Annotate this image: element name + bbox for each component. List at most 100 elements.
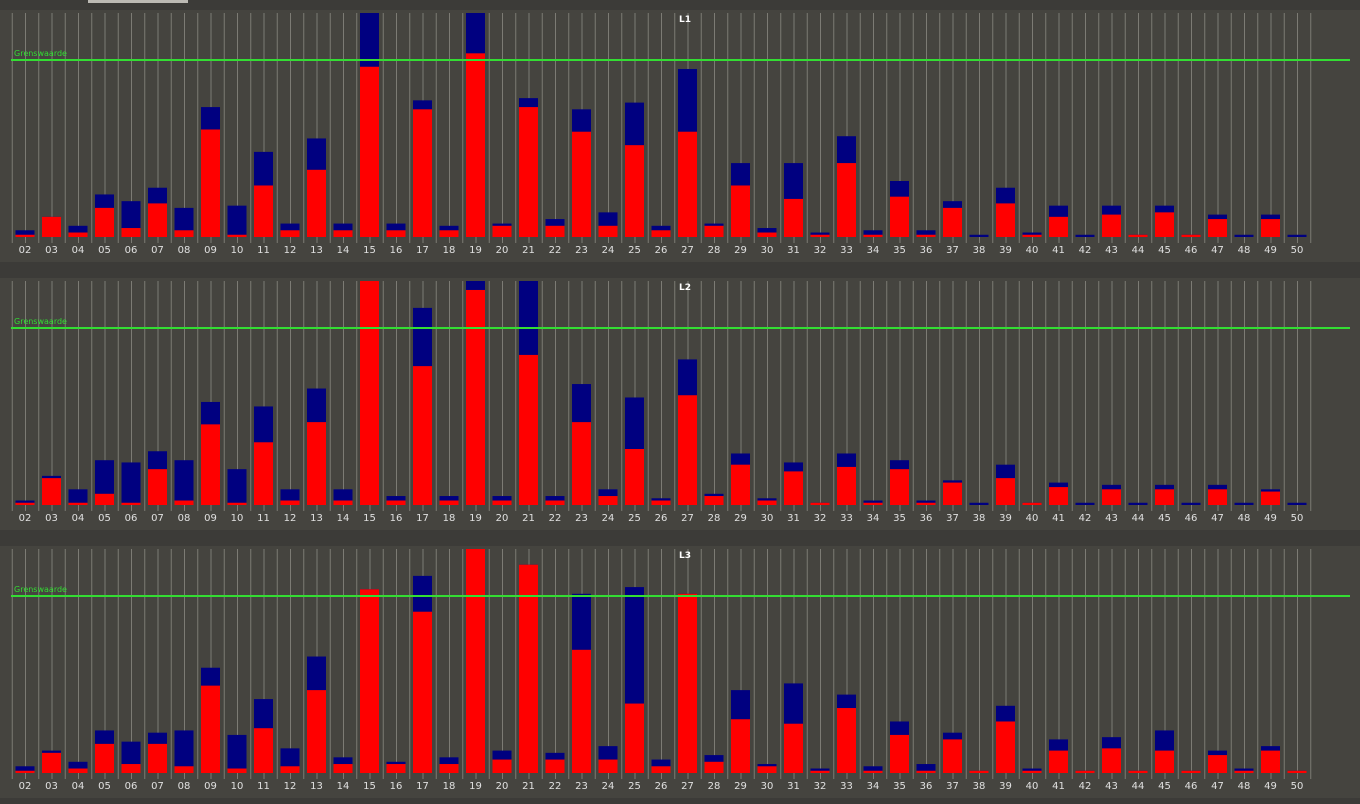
bar-red-12 — [280, 766, 300, 773]
bar-red-20 — [492, 225, 512, 237]
bar-red-15 — [360, 589, 379, 773]
chart-title: L3 — [679, 551, 691, 561]
bar-red-28 — [704, 496, 724, 505]
x-tick-label: 31 — [787, 245, 800, 256]
bar-red-32 — [810, 502, 830, 505]
bar-red-26 — [651, 500, 671, 505]
bar-red-48 — [1234, 770, 1254, 773]
bar-red-46 — [1181, 234, 1201, 237]
bar-red-37 — [943, 482, 962, 505]
x-tick-label: 44 — [1132, 781, 1145, 792]
x-tick-label: 14 — [337, 513, 350, 524]
x-tick-label: 21 — [522, 781, 535, 792]
x-tick-label: 19 — [469, 513, 482, 524]
x-tick-label: 02 — [19, 513, 32, 524]
bar-blue-42 — [1075, 234, 1095, 237]
bar-red-24 — [598, 759, 618, 773]
x-tick-label: 13 — [310, 513, 323, 524]
x-tick-label: 22 — [549, 513, 562, 524]
bar-red-14 — [333, 500, 353, 505]
x-tick-label: 28 — [708, 245, 721, 256]
x-tick-label: 41 — [1052, 513, 1065, 524]
bar-red-06 — [121, 502, 141, 505]
bar-red-08 — [174, 766, 194, 773]
bar-red-14 — [333, 764, 353, 773]
bar-red-45 — [1155, 212, 1174, 237]
bar-red-26 — [651, 766, 671, 773]
x-tick-label: 30 — [761, 781, 774, 792]
x-tick-label: 14 — [337, 781, 350, 792]
bar-red-31 — [784, 471, 803, 505]
x-tick-label: 50 — [1291, 781, 1304, 792]
bar-blue-16 — [386, 496, 406, 505]
x-tick-label: 08 — [178, 513, 191, 524]
bar-red-29 — [731, 464, 750, 505]
bar-red-36 — [916, 502, 936, 505]
x-tick-label: 12 — [284, 245, 297, 256]
x-tick-label: 09 — [204, 245, 217, 256]
x-tick-label: 16 — [390, 513, 403, 524]
x-tick-label: 36 — [920, 781, 933, 792]
bar-red-41 — [1049, 487, 1068, 505]
bar-red-31 — [784, 723, 803, 773]
x-tick-label: 45 — [1158, 245, 1171, 256]
x-tick-label: 07 — [151, 513, 164, 524]
bar-red-19 — [466, 53, 485, 237]
x-tick-label: 39 — [999, 781, 1012, 792]
bar-blue-10 — [227, 205, 247, 237]
bar-red-47 — [1208, 755, 1227, 773]
x-tick-label: 46 — [1185, 513, 1198, 524]
bar-red-44 — [1128, 770, 1148, 773]
x-tick-label: 20 — [496, 245, 509, 256]
bar-red-21 — [519, 564, 538, 773]
x-tick-label: 15 — [363, 513, 376, 524]
bar-red-34 — [863, 770, 883, 773]
bar-red-25 — [625, 703, 644, 773]
x-tick-label: 45 — [1158, 781, 1171, 792]
x-tick-label: 16 — [390, 245, 403, 256]
bar-red-40 — [1022, 234, 1042, 237]
bar-blue-34 — [863, 230, 883, 237]
x-tick-label: 46 — [1185, 245, 1198, 256]
bar-red-27 — [678, 593, 697, 773]
bar-red-18 — [439, 500, 459, 505]
x-tick-label: 35 — [893, 245, 906, 256]
bar-red-03 — [42, 752, 61, 773]
bar-red-43 — [1102, 748, 1121, 773]
x-tick-label: 48 — [1238, 245, 1251, 256]
x-tick-label: 15 — [363, 781, 376, 792]
bar-red-16 — [386, 230, 406, 237]
bar-blue-02 — [15, 230, 35, 237]
x-tick-label: 23 — [575, 781, 588, 792]
x-tick-label: 39 — [999, 245, 1012, 256]
bar-red-30 — [757, 766, 777, 773]
threshold-label: Grenswaarde — [14, 49, 67, 58]
bar-red-11 — [254, 442, 273, 505]
x-tick-label: 05 — [98, 245, 111, 256]
x-tick-label: 29 — [734, 513, 747, 524]
x-tick-label: 13 — [310, 781, 323, 792]
bar-chart-l1: 02 03 04 05 06 07 08 09 10 11 12 13 14 15 16 17 18 19 20 21… — [11, 13, 1350, 256]
x-tick-label: 38 — [973, 513, 986, 524]
x-tick-label: 48 — [1238, 513, 1251, 524]
x-tick-label: 18 — [443, 245, 456, 256]
bar-red-37 — [943, 739, 962, 773]
bar-red-50 — [1287, 770, 1307, 773]
bar-red-44 — [1128, 234, 1148, 237]
bar-red-17 — [413, 109, 432, 237]
x-tick-label: 34 — [867, 781, 880, 792]
x-tick-label: 32 — [814, 781, 827, 792]
x-tick-label: 40 — [1026, 513, 1039, 524]
bar-red-15 — [360, 66, 379, 237]
bar-red-10 — [227, 502, 247, 505]
bar-red-47 — [1208, 219, 1227, 237]
bar-red-41 — [1049, 216, 1068, 237]
x-tick-label: 17 — [416, 781, 429, 792]
bar-chart-l2: 02 03 04 05 06 07 08 09 10 11 12 13 14 15 16 17 18 19 20 21… — [11, 281, 1350, 524]
bar-red-39 — [996, 478, 1015, 505]
x-tick-label: 42 — [1079, 781, 1092, 792]
bar-red-30 — [757, 232, 777, 237]
x-tick-label: 37 — [946, 781, 959, 792]
x-tick-label: 15 — [363, 245, 376, 256]
bar-red-40 — [1022, 770, 1042, 773]
